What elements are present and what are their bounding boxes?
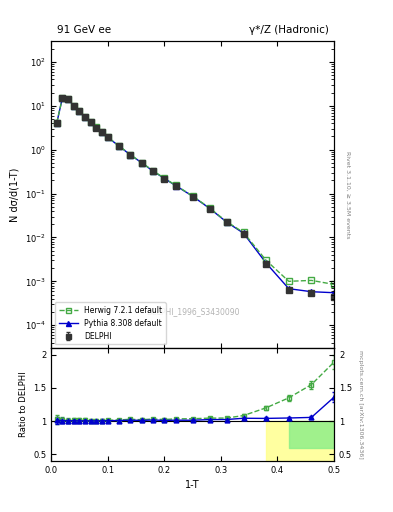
Pythia 8.308 default: [77, 108, 82, 114]
Pythia 8.308 default: [151, 168, 155, 174]
Herwig 7.2.1 default: [128, 152, 133, 158]
Pythia 8.308 default: [105, 134, 110, 140]
Pythia 8.308 default: [83, 114, 87, 120]
Pythia 8.308 default: [332, 290, 336, 296]
Text: 91 GeV ee: 91 GeV ee: [57, 25, 111, 35]
Pythia 8.308 default: [94, 124, 99, 131]
Text: γ*/Z (Hadronic): γ*/Z (Hadronic): [248, 25, 329, 35]
Y-axis label: mcplots.cern.ch [arXiv:1306.3436]: mcplots.cern.ch [arXiv:1306.3436]: [358, 350, 363, 459]
Pythia 8.308 default: [207, 205, 212, 211]
Pythia 8.308 default: [60, 95, 65, 101]
Pythia 8.308 default: [72, 102, 76, 109]
Herwig 7.2.1 default: [100, 129, 105, 135]
Pythia 8.308 default: [241, 230, 246, 236]
Y-axis label: Ratio to DELPHI: Ratio to DELPHI: [18, 372, 28, 437]
Herwig 7.2.1 default: [224, 219, 229, 225]
Y-axis label: Rivet 3.1.10, ≥ 3.5M events: Rivet 3.1.10, ≥ 3.5M events: [345, 151, 350, 238]
Herwig 7.2.1 default: [77, 108, 82, 114]
Herwig 7.2.1 default: [190, 193, 195, 199]
Herwig 7.2.1 default: [139, 159, 144, 165]
Pythia 8.308 default: [264, 260, 268, 266]
Herwig 7.2.1 default: [117, 143, 121, 149]
Legend: Herwig 7.2.1 default, Pythia 8.308 default, DELPHI: Herwig 7.2.1 default, Pythia 8.308 defau…: [55, 302, 166, 345]
Herwig 7.2.1 default: [66, 96, 70, 102]
Pythia 8.308 default: [139, 160, 144, 166]
Herwig 7.2.1 default: [241, 229, 246, 236]
Herwig 7.2.1 default: [60, 95, 65, 101]
Pythia 8.308 default: [128, 152, 133, 158]
Herwig 7.2.1 default: [162, 175, 167, 181]
Herwig 7.2.1 default: [332, 282, 336, 288]
Herwig 7.2.1 default: [264, 258, 268, 264]
Herwig 7.2.1 default: [88, 119, 93, 125]
Herwig 7.2.1 default: [173, 182, 178, 188]
Herwig 7.2.1 default: [151, 168, 155, 174]
Pythia 8.308 default: [162, 175, 167, 181]
Pythia 8.308 default: [190, 193, 195, 199]
Pythia 8.308 default: [88, 119, 93, 125]
Y-axis label: N dσ/d(1-T): N dσ/d(1-T): [9, 167, 20, 222]
Herwig 7.2.1 default: [54, 120, 59, 126]
Pythia 8.308 default: [309, 289, 314, 295]
Herwig 7.2.1 default: [207, 205, 212, 211]
Herwig 7.2.1 default: [94, 124, 99, 131]
Herwig 7.2.1 default: [72, 102, 76, 109]
Herwig 7.2.1 default: [83, 114, 87, 120]
Pythia 8.308 default: [117, 143, 121, 149]
X-axis label: 1-T: 1-T: [185, 480, 200, 490]
Herwig 7.2.1 default: [309, 278, 314, 284]
Line: Pythia 8.308 default: Pythia 8.308 default: [54, 95, 337, 295]
Text: DELPHI_1996_S3430090: DELPHI_1996_S3430090: [146, 307, 239, 316]
Pythia 8.308 default: [66, 96, 70, 102]
Pythia 8.308 default: [286, 286, 291, 292]
Pythia 8.308 default: [224, 219, 229, 225]
Pythia 8.308 default: [173, 182, 178, 188]
Pythia 8.308 default: [54, 120, 59, 126]
Herwig 7.2.1 default: [105, 134, 110, 140]
Herwig 7.2.1 default: [286, 278, 291, 284]
Pythia 8.308 default: [100, 129, 105, 135]
Line: Herwig 7.2.1 default: Herwig 7.2.1 default: [54, 95, 337, 287]
